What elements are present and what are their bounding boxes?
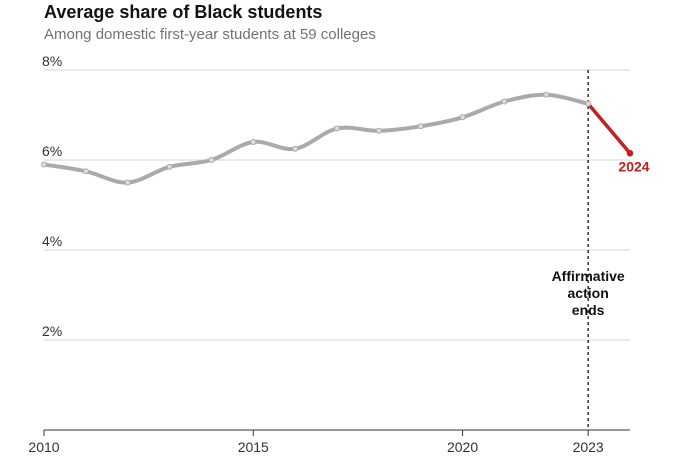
data-point-2022 [543,91,550,98]
y-tick-label-0: 2% [42,323,62,339]
chart-title: Average share of Black students [44,2,323,22]
data-point-2020 [459,114,466,121]
y-tick-label-1: 4% [42,233,62,249]
data-point-2017 [334,125,340,132]
y-tick-label-3: 8% [42,53,62,69]
y-tick-label-2: 6% [42,143,62,159]
annotation-text-2: ends [572,302,605,318]
x-tick-label-2: 2020 [447,439,478,455]
data-point-2012 [124,179,131,186]
data-point-2023 [585,100,592,107]
data-point-2016 [292,145,299,152]
data-point-2024 [626,149,634,157]
chart-subtitle: Among domestic first-year students at 59… [44,26,376,43]
series-line [42,92,591,185]
data-point-2021 [501,98,508,105]
data-point-2015 [250,139,257,145]
data-point-2018 [375,127,382,134]
data-point-2013 [166,163,173,170]
annotation-text-1: action [568,285,609,301]
highlight-segment [586,102,632,155]
highlight-label: 2024 [618,158,649,174]
data-point-2011 [82,168,89,175]
x-tick-label-1: 2015 [238,439,269,455]
x-tick-label-0: 2010 [28,439,59,455]
annotation-text-0: Affirmative [552,268,625,284]
data-point-2019 [417,123,424,130]
data-point-2010 [41,161,47,168]
x-tick-label-3: 2023 [573,439,604,455]
data-point-2014 [208,157,215,163]
